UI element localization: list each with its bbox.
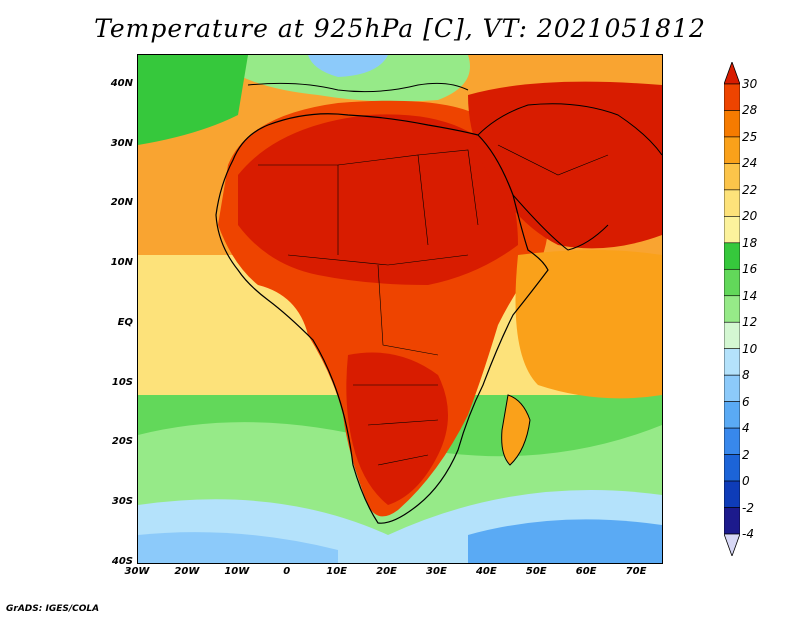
- colorbar-band: [724, 348, 740, 376]
- lat-label: 30S: [111, 496, 133, 508]
- colorbar-band: [724, 136, 740, 164]
- colorbar-band: [724, 110, 740, 138]
- temperature-field: [138, 55, 662, 563]
- colorbar-band: [724, 480, 740, 508]
- colorbar: [724, 62, 740, 556]
- field-mediterranean: [238, 55, 470, 102]
- mediterranean-coast: [247, 82, 469, 93]
- field-southern-africa-core: [346, 352, 448, 505]
- colorbar-band: [724, 189, 740, 217]
- colorbar-label: 12: [742, 315, 758, 330]
- madagascar: [501, 394, 531, 466]
- colorbar-band: [724, 163, 740, 191]
- colorbar-label: 14: [742, 288, 758, 303]
- colorbar-band: [724, 374, 740, 402]
- colorbar-label: -2: [742, 500, 754, 515]
- lon-label: 10W: [224, 566, 250, 577]
- lon-label: 20E: [376, 566, 397, 577]
- colorbar-label: 24: [742, 156, 758, 171]
- field-indian-ocean: [515, 250, 662, 399]
- lat-label: 10N: [110, 257, 133, 269]
- field-sahara-core: [238, 114, 518, 285]
- grads-credit: GrADS: IGES/COLA: [6, 604, 100, 614]
- colorbar-label: 8: [742, 368, 750, 383]
- temperature-map: [137, 54, 663, 564]
- lat-label: 40N: [110, 77, 133, 89]
- colorbar-label: 28: [742, 103, 758, 118]
- colorbar-label: 22: [742, 182, 758, 197]
- lon-label: 40E: [475, 566, 497, 577]
- lon-label: 30W: [124, 566, 150, 577]
- colorbar-band: [724, 454, 740, 482]
- colorbar-label: 25: [742, 129, 758, 144]
- colorbar-band: [724, 242, 740, 270]
- colorbar-band: [724, 268, 740, 297]
- colorbar-band: [724, 321, 740, 350]
- colorbar-label: 0: [742, 474, 750, 489]
- lat-label: 10S: [111, 376, 133, 388]
- colorbar-band: [724, 83, 740, 111]
- colorbar-label: 10: [742, 341, 758, 356]
- field-atlantic-north: [138, 55, 248, 145]
- lat-label: 20N: [110, 197, 133, 209]
- lon-label: 60E: [575, 566, 597, 577]
- lon-label: 20W: [174, 566, 200, 577]
- lat-label: EQ: [117, 316, 133, 328]
- colorbar-label: -4: [742, 527, 754, 541]
- africa-coastline: [215, 113, 549, 524]
- arabia-coastline: [477, 103, 662, 156]
- colorbar-band: [724, 507, 740, 535]
- colorbar-label: 16: [742, 262, 758, 277]
- colorbar-band: [724, 401, 740, 429]
- colorbar-label: 2: [742, 447, 750, 462]
- colorbar-label: 18: [742, 235, 758, 250]
- lon-label: 0: [283, 566, 291, 577]
- field-south-coldest-e: [468, 519, 662, 563]
- colorbar-band: [724, 216, 740, 244]
- lon-label: 10E: [326, 566, 347, 577]
- colorbar-label: 6: [742, 394, 750, 409]
- red-sea-coast: [512, 194, 609, 251]
- colorbar-band: [724, 295, 740, 323]
- colorbar-band: [724, 427, 740, 455]
- map-title: Temperature at 925hPa [C], VT: 202105181…: [94, 14, 706, 43]
- lon-label: 70E: [625, 566, 647, 577]
- lat-label: 30N: [110, 137, 133, 149]
- country-borders: [258, 144, 609, 466]
- field-south-coldest-w: [138, 532, 338, 563]
- colorbar-bottom-arrow: [724, 533, 740, 556]
- colorbar-label: 4: [742, 421, 750, 436]
- colorbar-top-arrow: [724, 62, 740, 85]
- lon-label: 30E: [426, 566, 447, 577]
- lat-label: 20S: [111, 436, 133, 448]
- colorbar-label: 20: [742, 209, 758, 224]
- field-alps: [308, 55, 388, 77]
- colorbar-label: 30: [742, 77, 758, 91]
- lat-label: 40S: [111, 556, 133, 567]
- lon-label: 50E: [525, 566, 547, 577]
